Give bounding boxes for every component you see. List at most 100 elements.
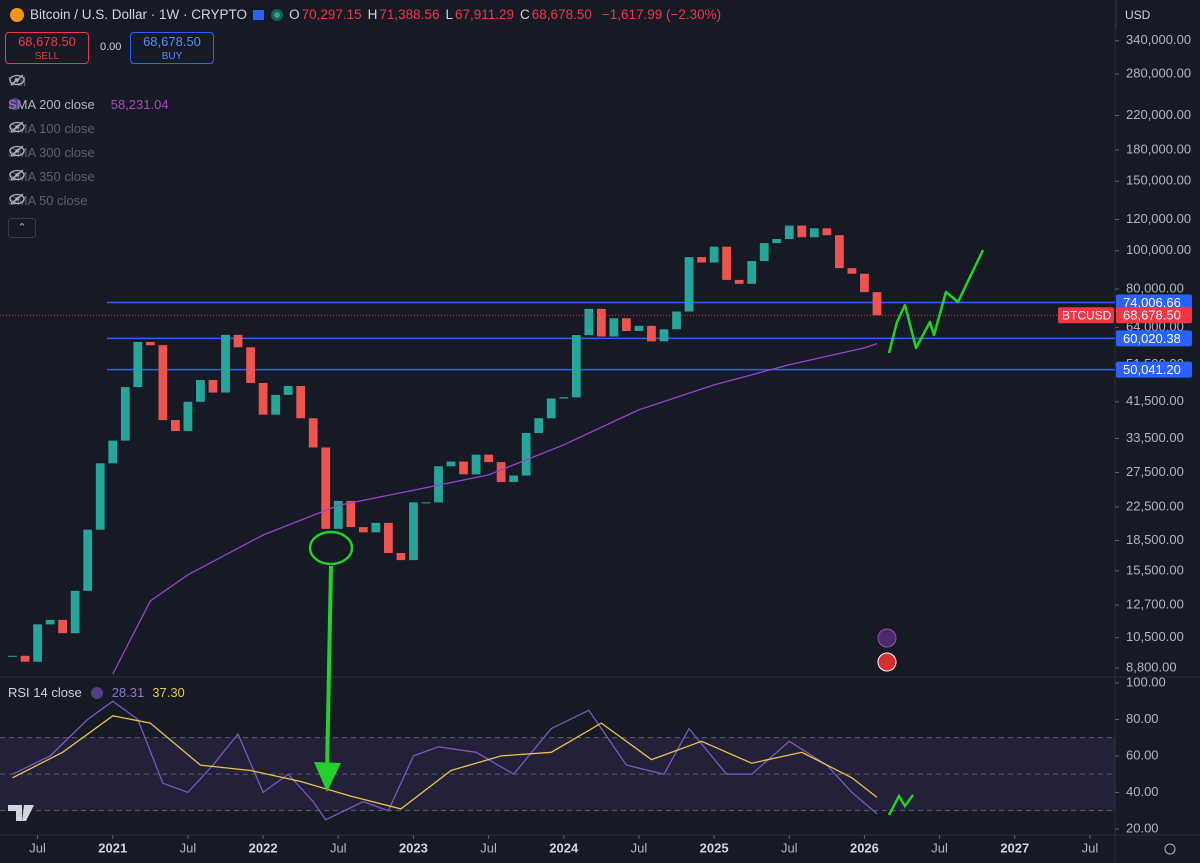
btc-logo xyxy=(10,7,24,22)
buy-button[interactable]: 68,678.50 BUY xyxy=(130,32,214,64)
x-tick-label: Jul xyxy=(480,840,497,855)
candle xyxy=(434,466,443,503)
candle xyxy=(471,454,481,475)
settings-icon xyxy=(1164,843,1176,855)
candle xyxy=(797,225,807,238)
candle xyxy=(860,273,869,293)
sma-row: SMA 100 close xyxy=(8,121,103,136)
sma200-row: SMA 200 close 58,231.04 xyxy=(8,97,169,112)
x-tick-label: 2026 xyxy=(850,840,879,855)
ohlc-label: O xyxy=(289,7,300,22)
rsi-icon xyxy=(90,686,103,699)
rsi-name: RSI 14 close xyxy=(8,685,82,700)
candle xyxy=(446,461,456,467)
candle xyxy=(809,228,819,238)
rsi-projection xyxy=(887,793,915,816)
sma-label: SMA 350 close xyxy=(8,169,95,184)
candle xyxy=(70,590,80,634)
rsi-value: 28.31 xyxy=(111,685,145,700)
x-tick-label: Jul xyxy=(931,840,948,855)
spread: 0.00 xyxy=(100,41,122,53)
sell-button[interactable]: 68,678.50 SELL xyxy=(5,32,89,64)
event-icon xyxy=(877,652,897,672)
x-tick-label: Jul xyxy=(631,840,648,855)
y-tick-label: 150,000.00 xyxy=(1126,173,1191,188)
candle xyxy=(383,522,393,553)
candle xyxy=(120,387,130,441)
candle xyxy=(559,397,569,399)
rsi-legend: RSI 14 close 28.31 37.30 xyxy=(8,685,185,700)
y-tick-label: 100.00 xyxy=(1126,674,1166,689)
level-badge xyxy=(1116,330,1192,347)
collapse-button[interactable]: ⌃ xyxy=(8,218,36,238)
candle xyxy=(872,292,882,316)
x-tick-label: Jul xyxy=(1082,840,1099,855)
sma-row: SMA 50 close xyxy=(8,193,96,208)
candle xyxy=(83,529,93,591)
ohlc: O 70,297.15 H 71,388.56 L 67,911.29 C 68,678.50 xyxy=(289,7,596,22)
y-tick-label: 22,500.00 xyxy=(1126,498,1184,513)
x-tick-label: Jul xyxy=(29,840,46,855)
header: Bitcoin / U.S. Dollar · 1W · CRYPTO O 70,… xyxy=(10,7,721,22)
candle xyxy=(822,228,832,236)
x-tick-label: Jul xyxy=(330,840,347,855)
candle xyxy=(634,325,644,331)
tv-logo xyxy=(8,805,34,821)
candle xyxy=(108,440,118,464)
candle xyxy=(647,325,656,342)
x-tick-label: 2027 xyxy=(1000,840,1029,855)
y-tick-label: 33,500.00 xyxy=(1126,430,1184,445)
sell-price: 68,678.50 xyxy=(18,34,76,49)
candle xyxy=(396,552,406,561)
candle xyxy=(258,382,268,415)
currency-box[interactable]: USD xyxy=(1116,0,1200,30)
y-tick-label: 180,000.00 xyxy=(1126,141,1191,156)
y-tick-label: 220,000.00 xyxy=(1126,107,1191,122)
candle xyxy=(834,235,844,269)
sma-label: SMA 300 close xyxy=(8,145,95,160)
price-badge xyxy=(1116,307,1192,324)
price-axis-bg xyxy=(1115,0,1200,863)
candle xyxy=(296,385,306,419)
y-tick-label: 100,000.00 xyxy=(1126,242,1191,257)
candle xyxy=(208,380,218,393)
x-tick-label: Jul xyxy=(781,840,798,855)
candle xyxy=(659,329,669,342)
candle xyxy=(95,463,105,530)
candle xyxy=(308,418,318,448)
arrow-shaft xyxy=(325,565,333,773)
y-tick-label: 12,700.00 xyxy=(1126,596,1184,611)
header-icons[interactable] xyxy=(253,8,284,22)
candle xyxy=(246,347,255,383)
y-tick-label: 80.00 xyxy=(1126,711,1159,726)
candle xyxy=(20,655,30,662)
x-tick-label: 2022 xyxy=(249,840,278,855)
y-tick-label: 60.00 xyxy=(1126,747,1159,762)
candle xyxy=(847,268,857,274)
level-label: 74,006.66 xyxy=(1123,295,1181,310)
candle xyxy=(196,380,205,402)
level-label: 60,020.38 xyxy=(1123,331,1181,346)
line xyxy=(12,700,878,821)
candle xyxy=(484,454,493,463)
candle xyxy=(158,345,168,421)
candle xyxy=(171,420,180,432)
candle xyxy=(421,502,431,504)
candle xyxy=(709,246,719,263)
ohlc-value: 70,297.15 xyxy=(301,7,362,22)
vol-row: Vol xyxy=(8,74,34,89)
candle xyxy=(509,475,519,483)
y-tick-label: 10,500.00 xyxy=(1126,629,1184,644)
candle xyxy=(133,341,143,388)
candle xyxy=(233,334,243,348)
buy-price: 68,678.50 xyxy=(143,34,201,49)
line xyxy=(12,715,878,810)
candle xyxy=(58,619,68,634)
y-tick-label: 340,000.00 xyxy=(1126,32,1191,47)
ohlc-label: C xyxy=(520,7,530,22)
candle xyxy=(609,318,619,337)
candle xyxy=(283,385,293,395)
candle xyxy=(546,398,556,419)
level-label: 50,041.20 xyxy=(1123,362,1181,377)
y-tick-label: 20.00 xyxy=(1126,820,1159,835)
